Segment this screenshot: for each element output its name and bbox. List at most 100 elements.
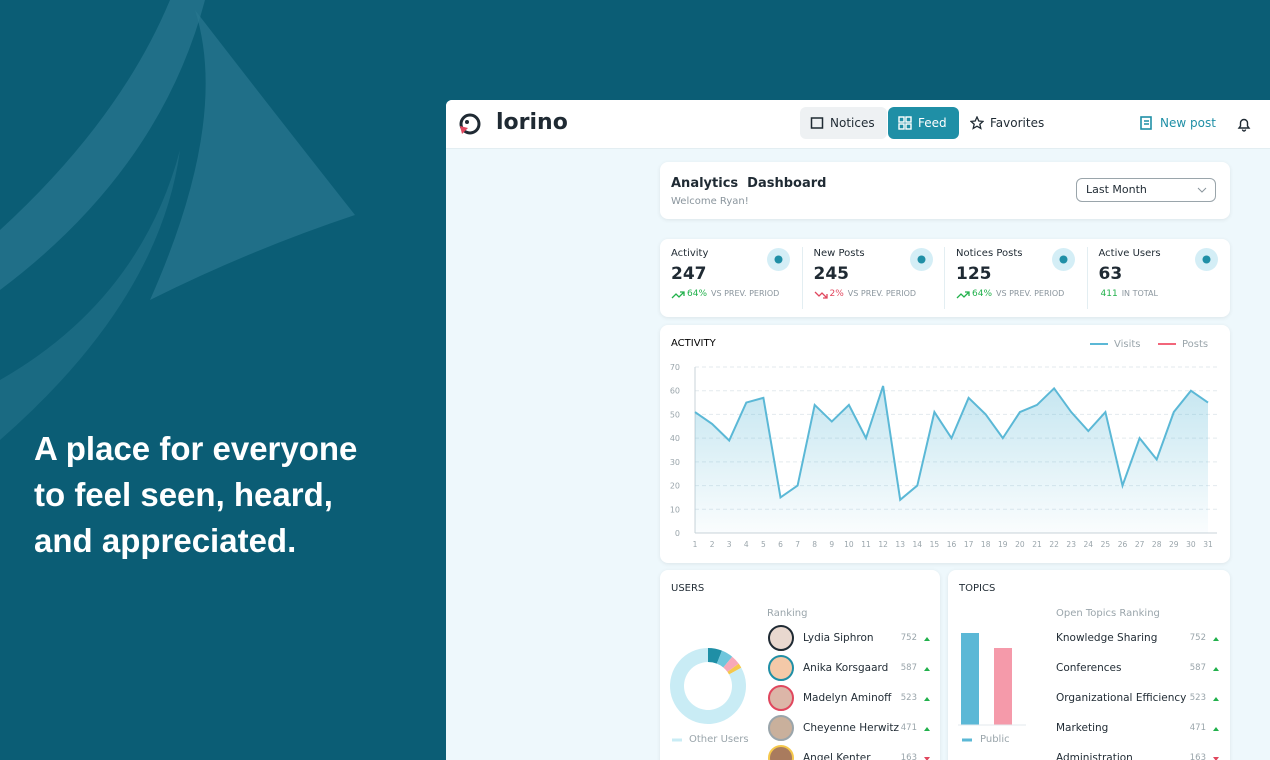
triangle (924, 757, 930, 760)
ranking-name: Lydia Siphron (803, 632, 874, 644)
ranking-name: Cheyenne Herwitz (803, 722, 900, 734)
stat-change-value: 2% (829, 289, 844, 299)
stat-icon (767, 248, 790, 271)
x-tick-label: 5 (761, 540, 766, 549)
stat-icon (1052, 248, 1075, 271)
x-tick-label: 12 (878, 540, 888, 549)
bell-icon[interactable] (1236, 116, 1252, 132)
trend-arrow (814, 291, 828, 299)
x-tick-label: 21 (1032, 540, 1042, 549)
y-tick-label: 50 (670, 410, 680, 419)
stat-value: 63 (1098, 264, 1123, 284)
chart-title: ACTIVITY (671, 338, 717, 349)
x-tick-label: 17 (964, 540, 974, 549)
nav-tab[interactable]: Feed (888, 107, 959, 139)
y-tick-label: 70 (670, 363, 680, 372)
stat-change: 2% VS PREV. PERIOD (830, 289, 917, 299)
donut-legend: Other Users (689, 734, 749, 745)
ranking-score: 523 (900, 693, 917, 703)
x-tick-label: 1 (693, 540, 698, 549)
divider (944, 247, 945, 309)
x-tick-label: 4 (744, 540, 749, 549)
users-donut (670, 648, 746, 742)
x-tick-label: 7 (795, 540, 800, 549)
x-tick-label: 13 (895, 540, 905, 549)
ranking-title: Open Topics Ranking (1056, 608, 1160, 619)
bar (994, 648, 1012, 725)
x-tick-label: 11 (861, 540, 871, 549)
nav-tab[interactable]: Notices (800, 107, 887, 139)
trend-arrow (924, 667, 930, 671)
y-tick-label: 10 (670, 505, 680, 514)
new-post-button[interactable]: New post (1160, 116, 1216, 130)
bar (961, 633, 979, 725)
stat-label: New Posts (813, 248, 865, 259)
trend-arrow (956, 291, 970, 299)
trend-arrow (1213, 757, 1219, 760)
stat-value: 247 (671, 264, 707, 284)
glyph (774, 255, 783, 264)
x-tick-label: 10 (844, 540, 854, 549)
stat-change: 64% VS PREV. PERIOD (687, 289, 779, 299)
stat-change-value: 411 (1100, 289, 1118, 299)
ranking-score: 587 (1189, 663, 1206, 673)
stat-note: IN TOTAL (1121, 289, 1158, 298)
stat-note: VS PREV. PERIOD (847, 289, 917, 298)
logo-icon (459, 113, 481, 135)
stats-card: Activity 247 64% VS PREV. PERIOD New Posts 24… (660, 239, 1230, 317)
app-window: lorino New post Notices Feed Favorites Ana… (446, 100, 1270, 760)
x-tick-label: 29 (1169, 540, 1179, 549)
topics-card: TOPICS Open Topics Ranking Knowledge Shari… (948, 570, 1230, 760)
stat-icon (909, 248, 933, 271)
x-tick-label: 31 (1203, 540, 1213, 549)
ranking-name: Knowledge Sharing (1056, 632, 1158, 644)
trend-arrow (924, 727, 930, 731)
icon (898, 116, 905, 123)
icon (970, 116, 984, 130)
x-tick-label: 27 (1135, 540, 1145, 549)
triangle (924, 697, 930, 701)
x-tick-label: 3 (727, 540, 732, 549)
x-tick-label: 30 (1186, 540, 1196, 549)
stat-glyph (1059, 255, 1068, 264)
y-tick-label: 0 (675, 529, 680, 538)
bars-legend: Public (980, 734, 1010, 745)
topics-bars (958, 633, 1026, 742)
x-tick-label: 6 (778, 540, 783, 549)
logo: lorino (496, 110, 568, 135)
nav-tab[interactable]: Favorites (960, 107, 1056, 139)
ranking-score: 523 (1189, 693, 1206, 703)
x-tick-label: 2 (710, 540, 715, 549)
background-shapes (0, 0, 355, 440)
x-tick-label: 8 (812, 540, 817, 549)
ranking-score: 471 (1189, 723, 1206, 733)
new-post-icon (1140, 116, 1152, 130)
trend-icon (814, 291, 828, 299)
trend-arrow (1213, 637, 1219, 641)
stat-value: 245 (813, 264, 850, 284)
period-value: Last Month (1086, 183, 1147, 196)
tab-icon (898, 116, 912, 130)
y-tick-label: 20 (670, 482, 680, 491)
trend-icon (956, 291, 970, 299)
ranking-name: Administration (1056, 752, 1133, 760)
stat-glyph (1202, 255, 1210, 264)
ranking-name: Marketing (1056, 722, 1109, 734)
tagline-line: to feel seen, heard, (34, 476, 333, 513)
subtitle: Welcome Ryan! (671, 196, 749, 207)
ranking-name: Anika Korsgaard (803, 662, 889, 674)
x-tick-label: 24 (1084, 540, 1094, 549)
period-select[interactable]: Last Month (1076, 178, 1216, 202)
stat-label: Activity (671, 248, 709, 259)
triangle (1213, 697, 1219, 701)
stat-label: Active Users (1098, 248, 1161, 259)
x-tick-label: 28 (1152, 540, 1162, 549)
y-tick-label: 40 (670, 434, 680, 443)
ranking-score: 163 (900, 753, 917, 760)
x-tick-label: 25 (1101, 540, 1111, 549)
nav-tab-label: Notices (830, 116, 875, 130)
ranking-score: 471 (900, 723, 917, 733)
trend-arrow (671, 291, 685, 299)
x-tick-label: 9 (829, 540, 834, 549)
icon (905, 116, 912, 123)
